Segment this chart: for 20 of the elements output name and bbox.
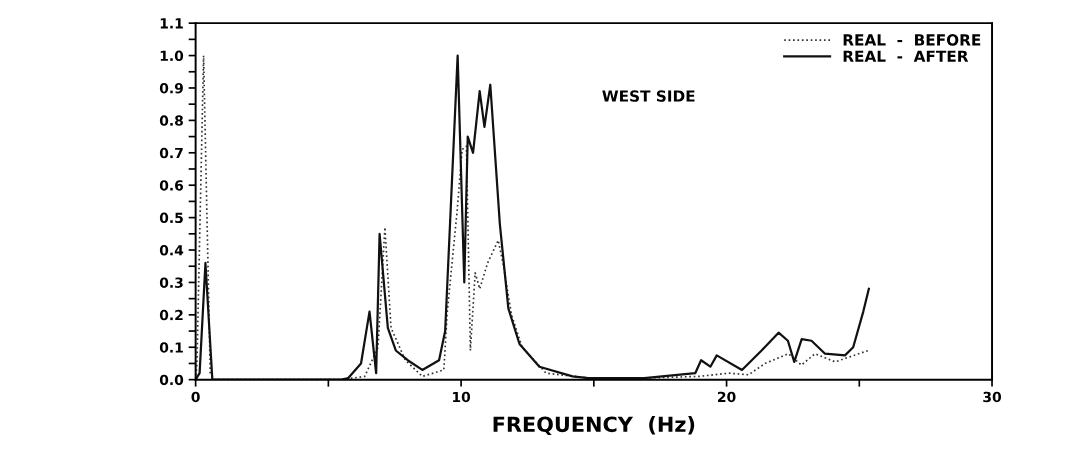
y-tick-label: 1.0 (160, 50, 184, 62)
legend-label: REAL - BEFORE (843, 34, 981, 46)
y-tick-label: 1.1 (160, 18, 183, 29)
legend-label: REAL - AFTER (843, 50, 969, 62)
x-tick-label: 0 (191, 391, 200, 403)
y-tick-label: 0.5 (159, 212, 183, 224)
y-tick-label: 0.3 (159, 277, 183, 288)
y-tick-label: 0.9 (159, 82, 183, 94)
y-tick-label: 0.1 (159, 342, 183, 353)
y-tick-label: 0.2 (159, 309, 183, 321)
x-tick-label: 20 (718, 391, 736, 403)
y-tick-label: 0.8 (159, 115, 183, 126)
x-tick-label: 30 (983, 391, 1002, 403)
y-tick-label: 0.4 (159, 244, 184, 256)
x-tick-label: 10 (453, 391, 471, 403)
annotation: WEST SIDE (602, 90, 695, 102)
y-tick-label: 0.0 (159, 374, 184, 386)
x-axis-title: FREQUENCY (Hz) (493, 416, 695, 435)
y-tick-label: 0.7 (159, 147, 183, 159)
y-tick-label: 0.6 (159, 180, 184, 191)
